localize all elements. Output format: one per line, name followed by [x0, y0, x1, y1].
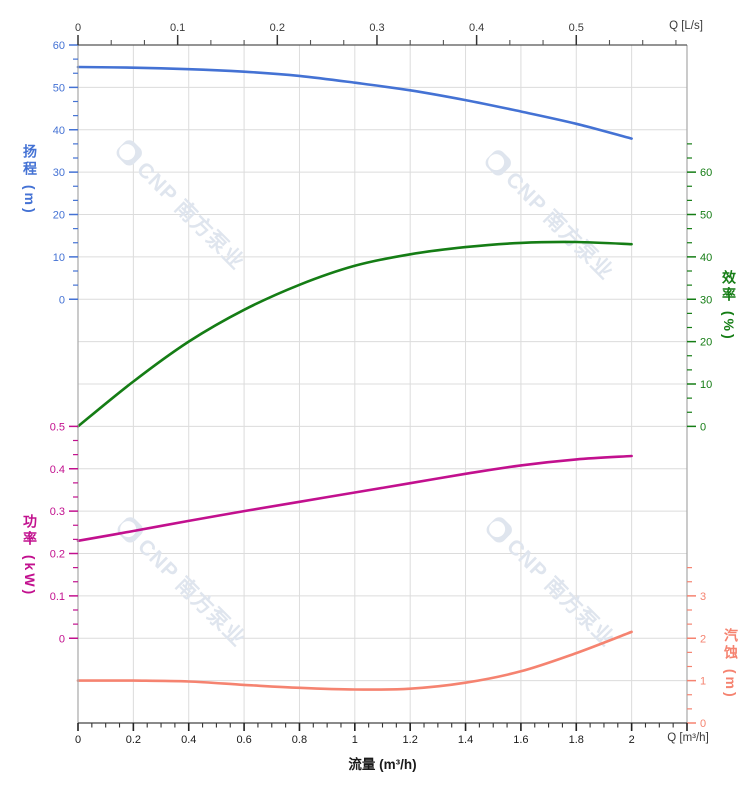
npsh-tick-label: 3 [700, 591, 706, 603]
npsh-curve [76, 630, 633, 691]
power-tick-label: 0.1 [50, 591, 65, 603]
power-tick-label: 0.5 [50, 421, 65, 433]
cnp-watermark-text: CNP 南方泵业 [501, 167, 618, 284]
head-tick-label: 60 [53, 40, 65, 52]
power-axis: 0.5 0.4 0.3 0.2 0.1 0 [50, 421, 78, 645]
head-axis: 60 50 40 30 20 10 0 [53, 40, 78, 306]
power-curve [76, 454, 633, 543]
bottom-tick-label: 1.8 [569, 734, 584, 746]
head-tick-label: 50 [53, 82, 65, 94]
npsh-axis: 3 2 1 0 [687, 567, 706, 730]
top-flow-axis: 0 0.1 0.2 0.3 0.4 0.5 [75, 22, 677, 45]
bottom-tick-label: 1 [352, 734, 358, 746]
top-tick-label: 0.2 [270, 22, 285, 34]
eff-tick-label: 60 [700, 167, 712, 179]
flow-axis-title: 流量 (m³/h) [348, 757, 417, 772]
power-tick-label: 0 [59, 633, 65, 645]
gridlines [78, 45, 687, 723]
top-tick-label: 0.3 [369, 22, 384, 34]
head-curve [76, 65, 633, 140]
bottom-flow-axis: 0 0.2 0.4 0.6 0.8 1 1.2 1.4 1.6 1.8 2 [75, 723, 688, 746]
npsh-tick-label: 2 [700, 633, 706, 645]
power-tick-label: 0.2 [50, 549, 65, 561]
top-tick-label: 0 [75, 22, 81, 34]
top-tick-label: 0.1 [170, 22, 185, 34]
eff-tick-label: 10 [700, 379, 712, 391]
bottom-tick-label: 0.2 [126, 734, 141, 746]
npsh-axis-title: 汽蚀 (m) [723, 628, 739, 700]
head-tick-label: 0 [59, 294, 65, 306]
bottom-tick-label: 2 [629, 734, 635, 746]
head-tick-label: 30 [53, 167, 65, 179]
power-axis-title: 功率 (kW) [22, 514, 38, 598]
top-tick-label: 0.4 [469, 22, 484, 34]
eff-tick-label: 50 [700, 210, 712, 222]
bottom-tick-label: 0.8 [292, 734, 307, 746]
cnp-watermark-text: CNP 南方泵业 [502, 534, 619, 651]
bottom-tick-label: 1.4 [458, 734, 473, 746]
eff-tick-label: 20 [700, 337, 712, 349]
bottom-tick-label: 1.6 [513, 734, 528, 746]
npsh-tick-label: 1 [700, 676, 706, 688]
efficiency-axis-title: 效率 (%) [721, 270, 737, 342]
power-tick-label: 0.4 [50, 464, 65, 476]
eff-tick-label: 40 [700, 252, 712, 264]
top-tick-label: 0.5 [569, 22, 584, 34]
eff-tick-label: 30 [700, 294, 712, 306]
eff-axis: 60 50 40 30 20 10 0 [687, 143, 712, 433]
cnp-watermark: CNP 南方泵业 [486, 517, 619, 651]
head-tick-label: 10 [53, 252, 65, 264]
npsh-tick-label: 0 [700, 718, 706, 730]
cnp-watermark: CNP 南方泵业 [116, 140, 249, 274]
bottom-tick-label: 0.4 [181, 734, 196, 746]
bottom-axis-unit-label: Q [m³/h] [667, 732, 709, 744]
head-tick-label: 40 [53, 125, 65, 137]
power-tick-label: 0.3 [50, 506, 65, 518]
head-axis-title: 扬程 (m) [22, 144, 38, 216]
bottom-tick-label: 1.2 [403, 734, 418, 746]
eff-curve [76, 240, 633, 428]
top-axis-unit-label: Q [L/s] [669, 20, 703, 32]
cnp-watermark-text: CNP 南方泵业 [133, 534, 250, 651]
bottom-tick-label: 0 [75, 734, 81, 746]
eff-tick-label: 0 [700, 421, 706, 433]
bottom-tick-label: 0.6 [236, 734, 251, 746]
head-tick-label: 20 [53, 210, 65, 222]
cnp-watermark: CNP 南方泵业 [485, 150, 618, 284]
